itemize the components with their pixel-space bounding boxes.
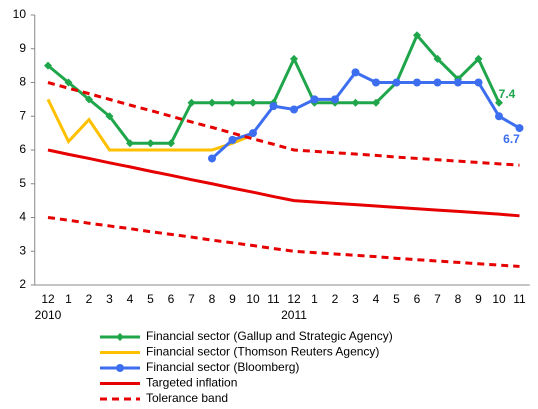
y-tick-label: 8 (19, 75, 26, 89)
x-tick-label: 3 (352, 292, 359, 306)
x-tick-label: 3 (106, 292, 113, 306)
x-tick-label: 5 (393, 292, 400, 306)
x-tick-label: 6 (168, 292, 175, 306)
y-tick-label: 2 (19, 277, 26, 291)
legend-label: Financial sector (Gallup and Strategic A… (146, 329, 393, 343)
x-tick-label: 7 (188, 292, 195, 306)
x-tick-label: 10 (246, 292, 260, 306)
legend-label: Financial sector (Bloomberg) (146, 360, 299, 374)
x-tick-label: 9 (229, 292, 236, 306)
marker (105, 112, 114, 121)
marker (208, 98, 216, 107)
marker (187, 98, 196, 107)
x-tick-label: 8 (209, 292, 216, 306)
series-line (46, 98, 254, 152)
x-tick-label: 12 (287, 292, 301, 306)
data-label: 6.7 (503, 132, 520, 146)
marker (116, 364, 124, 372)
legend-label: Financial sector (Thomson Reuters Agency… (146, 345, 379, 359)
marker (392, 78, 401, 87)
marker (116, 333, 124, 341)
y-tick-label: 7 (19, 108, 26, 122)
band-lower (47, 216, 520, 268)
marker (269, 102, 278, 111)
series-line (47, 148, 520, 218)
x-tick-label: 1 (311, 292, 318, 306)
marker (290, 54, 298, 63)
x-tick-label: 9 (475, 292, 482, 306)
x-tick-label: 5 (147, 292, 154, 306)
marker (85, 95, 93, 104)
marker (208, 154, 216, 163)
x-tick-label: 10 (492, 292, 506, 306)
marker (495, 112, 503, 121)
x-tick-label: 11 (513, 292, 526, 306)
band-upper (47, 81, 520, 167)
marker (372, 98, 380, 107)
series-line (47, 32, 501, 145)
marker (413, 78, 421, 87)
marker (64, 78, 73, 87)
marker (372, 78, 380, 87)
y-tick-label: 4 (19, 210, 26, 224)
marker (495, 98, 503, 107)
x-tick-label: 2 (86, 292, 93, 306)
data-label: 7.4 (499, 87, 516, 101)
y-tick-label: 3 (19, 243, 26, 257)
marker (228, 98, 237, 107)
marker (290, 105, 298, 114)
marker (310, 95, 319, 104)
marker (413, 31, 421, 40)
marker (126, 139, 134, 148)
marker (167, 139, 175, 148)
x-tick-label: 6 (414, 292, 421, 306)
marker (351, 68, 360, 77)
y-tick-label: 10 (13, 7, 27, 21)
marker (228, 135, 237, 144)
y-tick-label: 5 (19, 176, 26, 190)
marker (474, 54, 483, 63)
x-tick-label: 2 (332, 292, 339, 306)
marker (44, 61, 52, 70)
legend-label: Tolerance band (146, 391, 228, 405)
year-label: 2010 (35, 308, 62, 322)
legend-label: Targeted inflation (146, 376, 237, 390)
marker (249, 98, 257, 107)
series-line (210, 70, 521, 160)
x-tick-label: 1 (65, 292, 72, 306)
marker (351, 98, 360, 107)
x-tick-label: 7 (434, 292, 441, 306)
x-tick-label: 4 (127, 292, 134, 306)
marker (146, 139, 155, 148)
x-tick-label: 8 (455, 292, 462, 306)
marker (249, 129, 257, 138)
marker (433, 78, 442, 87)
marker (515, 124, 524, 133)
x-tick-label: 11 (267, 292, 280, 306)
x-tick-label: 12 (41, 292, 55, 306)
y-tick-label: 9 (19, 41, 26, 55)
y-tick-label: 6 (19, 142, 26, 156)
marker (331, 95, 339, 104)
marker (433, 54, 442, 63)
marker (454, 78, 462, 87)
marker (474, 78, 483, 87)
year-label: 2011 (281, 308, 307, 322)
x-tick-label: 4 (373, 292, 380, 306)
